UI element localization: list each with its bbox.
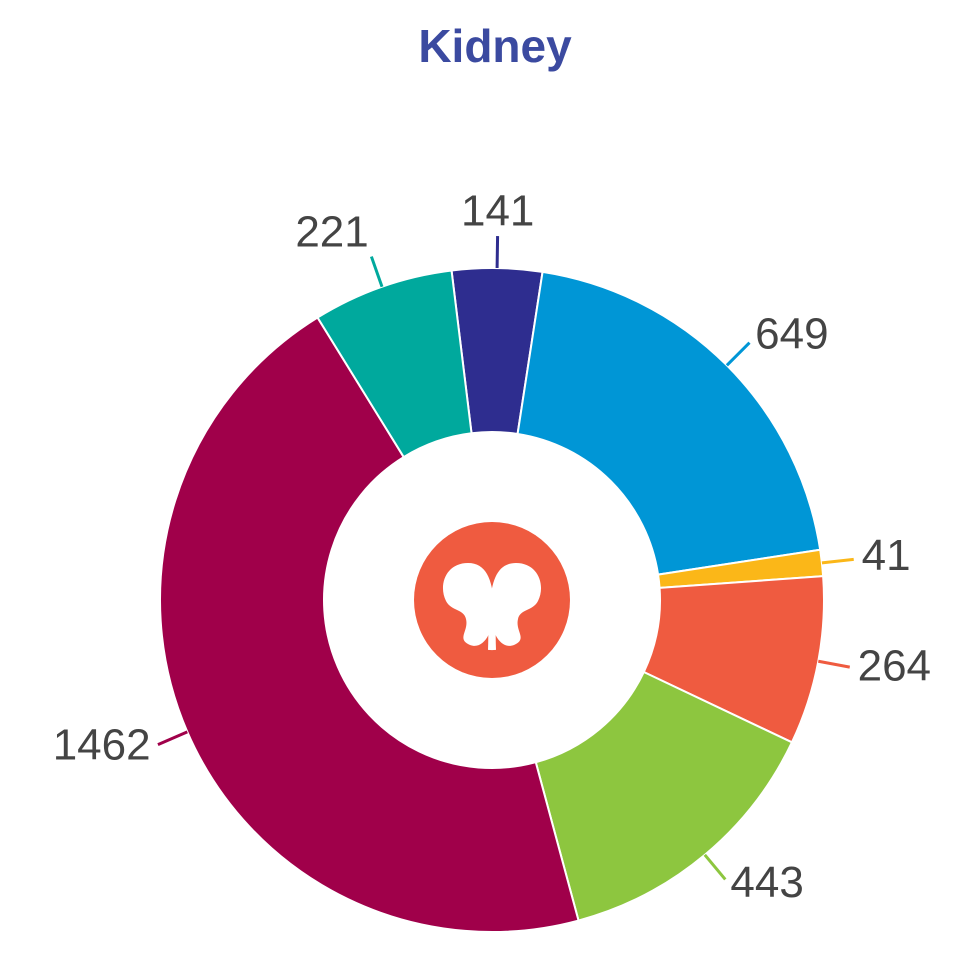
slice (159, 316, 580, 933)
leader-line (818, 659, 851, 669)
slices (159, 267, 825, 933)
kidney-icon (414, 522, 570, 678)
data-label: 649 (755, 310, 828, 359)
leader-line (725, 341, 751, 367)
data-label: 221 (295, 208, 368, 257)
slice (316, 269, 473, 459)
leader-line (703, 853, 727, 881)
leader-line (369, 256, 384, 288)
data-label: 264 (858, 641, 931, 690)
data-label: 1462 (53, 720, 151, 769)
data-label: 443 (730, 858, 803, 907)
chart-title: Kidney (418, 20, 572, 72)
slice (534, 670, 794, 922)
leader-line (821, 557, 854, 565)
leader-line (157, 730, 188, 746)
slice (516, 270, 822, 576)
data-label: 141 (461, 187, 534, 236)
data-label: 41 (862, 531, 911, 580)
